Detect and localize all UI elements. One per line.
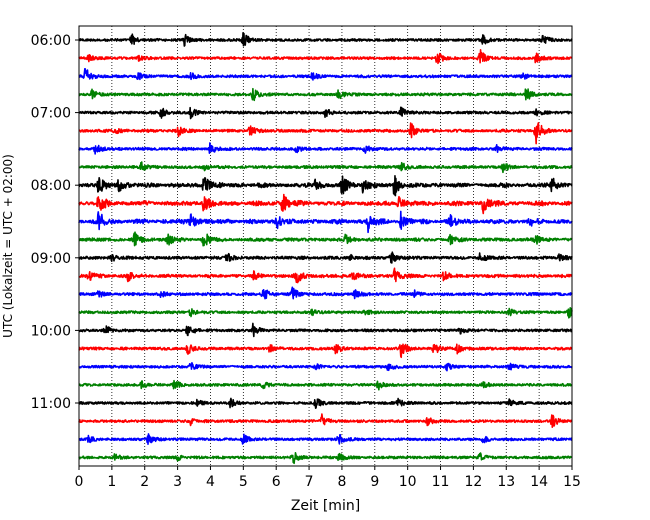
y-tick-label-1: 07:00 (31, 106, 71, 122)
y-tick-label-3: 09:00 (31, 251, 71, 267)
x-tick-label-7: 7 (305, 474, 314, 490)
x-axis-ticks: 0 1 2 3 4 5 6 7 8 9 10 11 12 13 14 15 (75, 466, 581, 490)
y-axis-ticks: 06:00 07:00 08:00 09:00 10:00 11:00 (31, 33, 79, 412)
x-tick-label-12: 12 (464, 474, 482, 490)
y-tick-label-0: 06:00 (31, 33, 71, 49)
plot-frame (78, 25, 573, 467)
trace-0615 (78, 48, 573, 65)
x-tick-label-11: 11 (432, 474, 450, 490)
trace-1000 (78, 322, 573, 338)
x-tick-label-5: 5 (239, 474, 248, 490)
grid (111, 26, 540, 466)
trace-0700 (78, 106, 573, 120)
x-tick-label-14: 14 (530, 474, 548, 490)
trace-0645 (78, 87, 573, 102)
trace-1115 (78, 413, 573, 428)
trace-0745 (78, 161, 573, 174)
trace-1145 (78, 451, 573, 465)
trace-0715 (78, 122, 573, 145)
x-tick-label-15: 15 (563, 474, 581, 490)
trace-0800 (78, 174, 573, 197)
x-tick-label-8: 8 (337, 474, 346, 490)
trace-1045 (78, 379, 573, 391)
x-tick-label-6: 6 (272, 474, 281, 490)
trace-0630 (78, 68, 573, 81)
y-tick-label-2: 08:00 (31, 178, 71, 194)
x-tick-label-13: 13 (497, 474, 515, 490)
trace-0845 (78, 231, 573, 247)
x-tick-label-2: 2 (140, 474, 149, 490)
x-tick-label-4: 4 (206, 474, 215, 490)
y-axis-label: UTC (Lokalzeit = UTC + 02:00) (1, 154, 15, 338)
trace-0900 (78, 251, 573, 264)
x-axis-label: Zeit [min] (291, 498, 360, 514)
trace-0915 (78, 267, 573, 284)
y-tick-label-4: 10:00 (31, 323, 71, 339)
x-tick-label-3: 3 (173, 474, 182, 490)
trace-1130 (78, 433, 573, 446)
x-tick-label-9: 9 (370, 474, 379, 490)
trace-0730 (78, 142, 573, 155)
trace-0600 (78, 31, 573, 47)
trace-1030 (78, 362, 573, 372)
y-tick-label-5: 11:00 (31, 396, 71, 412)
x-tick-label-10: 10 (399, 474, 417, 490)
trace-1100 (78, 397, 573, 410)
x-tick-label-0: 0 (75, 474, 84, 490)
x-tick-label-1: 1 (107, 474, 116, 490)
trace-1015 (78, 343, 573, 359)
trace-0815 (78, 193, 573, 215)
trace-0945 (78, 306, 573, 319)
trace-0830 (78, 210, 573, 234)
traces (78, 31, 573, 465)
trace-0930 (78, 286, 573, 300)
